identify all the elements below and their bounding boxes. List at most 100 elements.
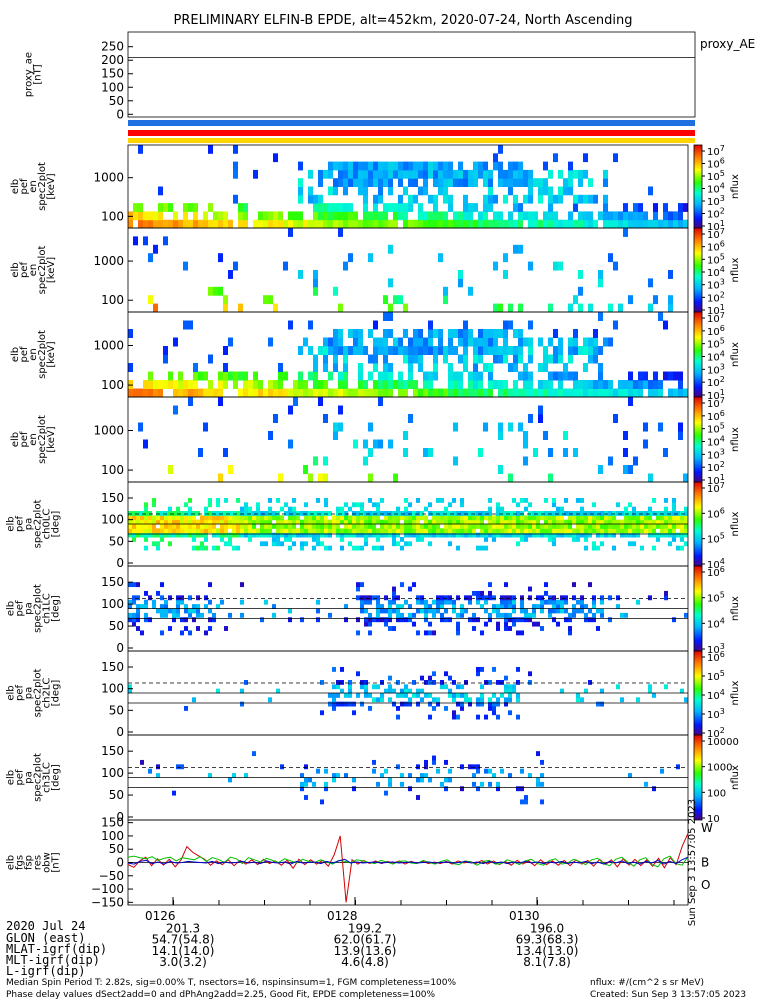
spectrogram-cell: [508, 604, 512, 609]
spectrogram-cell: [504, 675, 508, 681]
spectrogram-cell: [573, 346, 578, 355]
spectrogram-cell: [388, 439, 393, 449]
spectrogram-cell: [598, 278, 603, 288]
ylabel-line: pef: [15, 685, 26, 702]
spectrogram-cell: [268, 515, 272, 521]
spectrogram-cell: [496, 532, 500, 538]
spectrogram-cell: [453, 178, 458, 187]
spectrogram-cell: [684, 515, 688, 521]
spectrogram-cell: [488, 498, 492, 503]
spectrogram-cell: [508, 524, 512, 529]
spectrogram-cell: [308, 186, 313, 196]
spectrogram-cell: [204, 545, 208, 551]
spectrogram-cell: [200, 532, 204, 538]
spectrogram-cell: [323, 211, 328, 221]
spectrogram-cell: [300, 781, 304, 787]
spectrogram-cell: [160, 519, 164, 525]
colorbar-tick-label: 103: [707, 194, 725, 208]
spectrogram-cell: [388, 178, 393, 187]
ylabel-line: pef: [19, 431, 30, 448]
footer-created: Created: Sun Sep 3 13:57:05 2023: [590, 990, 746, 1000]
spectrogram-cell: [220, 515, 224, 521]
spectrogram-cell: [644, 515, 648, 521]
spectrogram-cell: [476, 532, 480, 538]
spectrogram-cell: [488, 612, 492, 618]
spectrogram-cell: [496, 502, 500, 508]
spectrogram-cell: [292, 498, 296, 503]
spectrogram-cell: [560, 515, 564, 521]
spectrogram-cell: [460, 764, 464, 770]
spectrogram-cell: [160, 612, 164, 618]
spectrogram-cell: [620, 519, 624, 525]
spectrogram-cell: [332, 697, 336, 703]
spectrogram-cell: [620, 511, 624, 516]
spectrogram-cell: [492, 604, 496, 609]
spectrogram-cell: [608, 303, 613, 313]
spectrogram-cell: [432, 755, 436, 761]
spectrogram-cell: [520, 630, 524, 636]
spectrogram-cell: [504, 524, 508, 529]
spectrogram-cell: [316, 519, 320, 525]
colorbar-tick-label: 106: [707, 650, 725, 664]
spectrogram-cell: [648, 303, 653, 313]
spectrogram-cell: [412, 621, 416, 627]
colorbar-tick-label: 106: [707, 565, 725, 579]
spectrogram-cell: [458, 371, 463, 381]
spectrogram-cell: [220, 599, 224, 605]
spectrogram-cell: [460, 519, 464, 525]
spectrogram-cell: [488, 524, 492, 529]
spectrogram-cell: [332, 667, 336, 672]
colorbar-tick-label: 104: [707, 265, 725, 279]
spectrogram-cell: [598, 388, 603, 398]
spectrogram-cell: [528, 502, 532, 508]
spectrogram-cell: [332, 684, 336, 690]
spectrogram-cell: [556, 528, 560, 534]
spectrogram-cell: [568, 211, 573, 221]
spectrogram-cell: [392, 511, 396, 516]
spectrogram-cell: [448, 519, 452, 525]
spectrogram-cell: [388, 626, 392, 631]
spectrogram-cell: [568, 528, 572, 534]
spectrogram-cell: [493, 261, 498, 271]
spectrogram-cell: [200, 515, 204, 521]
spectrogram-cell: [456, 701, 460, 707]
spectrogram-cell: [528, 354, 533, 364]
spectrogram-cell: [348, 515, 352, 521]
spectrogram-cell: [403, 211, 408, 221]
spectrogram-cell: [343, 169, 348, 179]
spectrogram-cell: [513, 380, 518, 389]
spectrogram-cell: [144, 599, 148, 605]
spectrogram-cell: [152, 502, 156, 508]
spectrogram-cell: [536, 595, 540, 601]
spectrogram-cell: [216, 532, 220, 538]
spectrogram-cell: [218, 397, 223, 406]
spectrogram-cell: [176, 511, 180, 516]
spectrogram-cell: [536, 511, 540, 516]
spectrogram-cell: [132, 595, 136, 601]
spectrogram-cell: [128, 519, 132, 525]
spectrogram-cell: [318, 219, 323, 229]
spectrogram-cell: [623, 465, 628, 474]
spectrogram-cell: [573, 169, 578, 179]
spectrogram-cell: [363, 203, 368, 212]
spectrogram-cell: [476, 617, 480, 623]
spectrogram-cell: [453, 371, 458, 381]
spectrogram-cell: [428, 211, 433, 221]
spectrogram-cell: [368, 532, 372, 538]
spectrogram-cell: [172, 617, 176, 623]
spectrogram-cell: [408, 346, 413, 355]
spectrogram-cell: [680, 528, 684, 534]
spectrogram-cell: [458, 169, 463, 179]
spectrogram-cell: [658, 219, 663, 229]
spectrogram-cell: [364, 541, 368, 547]
spectrogram-cell: [584, 612, 588, 618]
spectrogram-cell: [556, 524, 560, 529]
spectrogram-cell: [408, 169, 413, 179]
spectrogram-cell: [160, 511, 164, 516]
spectrogram-cell: [536, 781, 540, 787]
spectrogram-cell: [458, 388, 463, 398]
spectrogram-cell: [380, 545, 384, 551]
spectrogram-cell: [580, 608, 584, 614]
spectrogram-cell: [383, 161, 388, 171]
colorbar-tick-label: 104: [707, 182, 725, 196]
